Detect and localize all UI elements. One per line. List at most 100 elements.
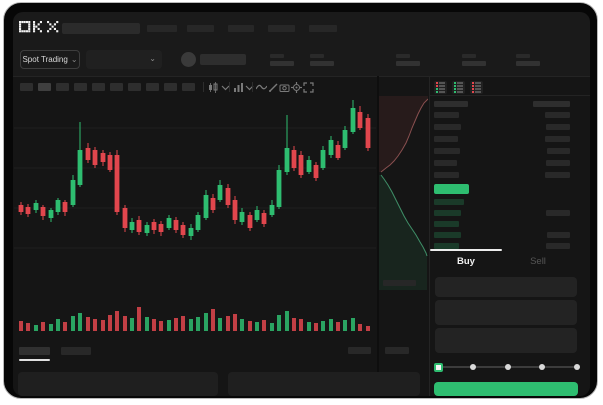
book-bids-only-icon[interactable] <box>452 81 465 94</box>
candle-body <box>114 155 120 212</box>
candle-body <box>210 198 216 210</box>
timeframe-button-1[interactable] <box>20 83 33 91</box>
candle-body <box>269 205 275 215</box>
bottom-tab-1[interactable] <box>19 347 50 355</box>
nav-item-1[interactable] <box>147 25 177 32</box>
volume-bar <box>248 321 252 331</box>
ask-price-placeholder[interactable] <box>434 160 457 166</box>
bottom-action-button-1[interactable] <box>348 347 371 354</box>
chevron-down-icon[interactable] <box>244 82 255 93</box>
toolbar-divider <box>252 82 253 92</box>
bottom-action-button-2[interactable] <box>385 347 409 354</box>
volume-bar <box>366 326 370 331</box>
ask-amount-placeholder[interactable] <box>545 112 570 118</box>
indicator-icon[interactable] <box>256 82 267 93</box>
book-combined-icon[interactable] <box>434 81 447 94</box>
slider-step-dot[interactable] <box>469 364 476 370</box>
icon-row <box>472 85 481 87</box>
ask-amount-placeholder[interactable] <box>545 136 570 142</box>
nav-item-5[interactable] <box>309 25 337 32</box>
bid-price-placeholder[interactable] <box>434 232 461 238</box>
chart-type-icon[interactable] <box>233 82 244 93</box>
candle-body <box>291 150 297 168</box>
last-price-badge[interactable] <box>434 184 469 194</box>
bid-price-placeholder[interactable] <box>434 199 464 205</box>
volume-bar <box>41 322 45 331</box>
book-asks-only-icon[interactable] <box>470 81 483 94</box>
nav-item-2[interactable] <box>187 25 214 32</box>
bottom-tab-2[interactable] <box>61 347 91 355</box>
ask-price-placeholder[interactable] <box>434 172 459 178</box>
slider-step-dot[interactable] <box>539 364 546 370</box>
settings-icon[interactable] <box>291 82 302 93</box>
timeframe-button-10[interactable] <box>182 83 195 91</box>
chevron-down-icon[interactable] <box>220 82 231 93</box>
stat-label-placeholder <box>310 54 324 58</box>
ask-price-placeholder[interactable] <box>434 136 458 142</box>
nav-item-3[interactable] <box>228 25 254 32</box>
candle-interval-icon[interactable] <box>208 82 219 93</box>
slider-handle[interactable] <box>433 362 443 372</box>
price-input[interactable] <box>435 277 577 297</box>
candle-body <box>40 207 46 216</box>
search-input[interactable] <box>62 23 140 34</box>
timeframe-button-4[interactable] <box>74 83 87 91</box>
bottom-panel-1 <box>18 372 218 396</box>
draw-icon[interactable] <box>268 82 279 93</box>
candle-body <box>365 118 371 148</box>
icon-square <box>454 85 456 87</box>
volume-bar <box>181 316 185 331</box>
bid-price-placeholder[interactable] <box>434 210 461 216</box>
okx-logo[interactable] <box>19 21 59 33</box>
volume-bar <box>167 320 171 331</box>
ask-price-placeholder[interactable] <box>434 148 460 154</box>
bid-price-placeholder[interactable] <box>434 243 459 249</box>
volume-bar <box>26 323 30 331</box>
pair-name-placeholder[interactable] <box>200 54 246 65</box>
slider-step-dot[interactable] <box>574 364 580 370</box>
candle-body <box>239 212 245 222</box>
bid-amount-placeholder[interactable] <box>547 232 570 238</box>
bid-amount-placeholder[interactable] <box>546 243 570 249</box>
total-input[interactable] <box>435 328 577 353</box>
tab-buy[interactable]: Buy <box>457 255 475 267</box>
bid-amount-placeholder[interactable] <box>546 210 570 216</box>
volume-bar <box>196 317 200 331</box>
ask-amount-placeholder[interactable] <box>547 148 570 154</box>
candle-body <box>151 222 157 230</box>
amount-input[interactable] <box>435 300 577 325</box>
candle-body <box>25 207 31 214</box>
candlestick-chart[interactable] <box>14 96 376 292</box>
stat-label-placeholder <box>516 54 530 58</box>
chevron-down-icon: ⌄ <box>70 54 78 64</box>
timeframe-button-3[interactable] <box>56 83 69 91</box>
tab-sell[interactable]: Sell <box>530 255 546 267</box>
nav-item-4[interactable] <box>268 25 295 32</box>
ask-amount-placeholder[interactable] <box>545 172 570 178</box>
ask-amount-placeholder[interactable] <box>546 124 570 130</box>
volume-bar <box>240 319 244 331</box>
market-type-selector[interactable]: Spot Trading ⌄ <box>20 50 80 69</box>
timeframe-button-9[interactable] <box>164 83 177 91</box>
slider-step-dot[interactable] <box>504 364 511 370</box>
candle-body <box>284 148 290 172</box>
icon-row <box>472 88 481 90</box>
timeframe-button-2[interactable] <box>38 83 51 91</box>
ask-price-placeholder[interactable] <box>434 124 461 130</box>
stat-value-placeholder <box>310 61 334 66</box>
orderbook-header-price[interactable] <box>434 101 468 107</box>
timeframe-button-8[interactable] <box>146 83 159 91</box>
bid-price-placeholder[interactable] <box>434 221 459 227</box>
fullscreen-icon[interactable] <box>303 82 314 93</box>
screenshot-icon[interactable] <box>279 82 290 93</box>
ask-price-placeholder[interactable] <box>434 112 459 118</box>
instrument-dropdown[interactable]: ⌄ <box>86 50 162 69</box>
timeframe-button-7[interactable] <box>128 83 141 91</box>
orderbook-header-amount[interactable] <box>533 101 570 107</box>
ask-amount-placeholder[interactable] <box>546 160 570 166</box>
buy-submit-button[interactable] <box>434 382 578 396</box>
candle-body <box>306 160 312 172</box>
icon-line <box>475 91 481 93</box>
timeframe-button-6[interactable] <box>110 83 123 91</box>
timeframe-button-5[interactable] <box>92 83 105 91</box>
